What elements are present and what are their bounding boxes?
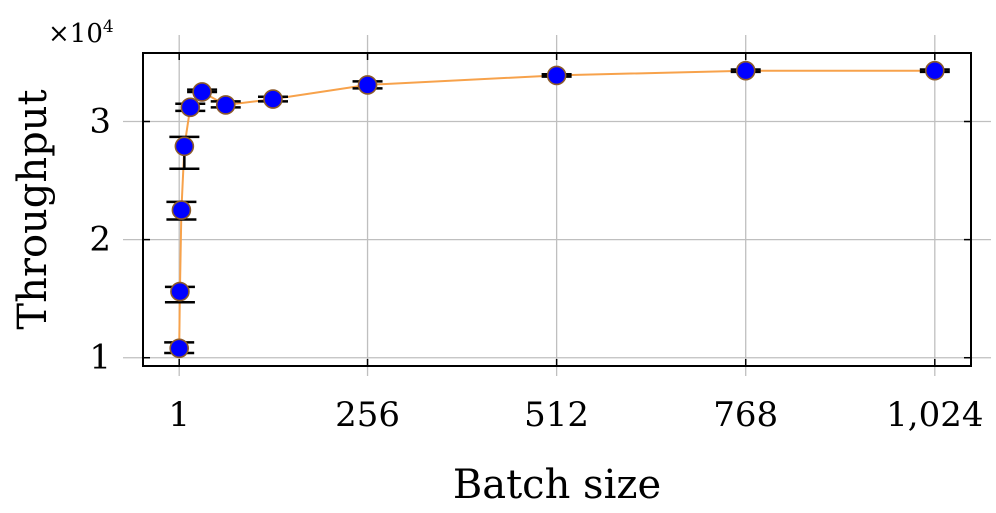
- x-axis-ticks: 1 256 512 768 1,024: [168, 53, 983, 435]
- y-axis-ticks: 1 2 3: [89, 102, 971, 378]
- data-point: [170, 281, 190, 302]
- series-line-group: [178, 69, 935, 349]
- y-axis-label: Throughput: [10, 89, 56, 329]
- x-tick-label: 768: [713, 395, 778, 435]
- data-point: [174, 136, 195, 157]
- data-point: [169, 338, 189, 359]
- grid-lines: [123, 35, 991, 376]
- y-scale-multiplier: ×104: [48, 17, 114, 49]
- data-point: [192, 82, 212, 102]
- x-tick-label: 1: [168, 395, 190, 435]
- data-point: [171, 200, 192, 220]
- data-point: [546, 65, 567, 86]
- y-tick-label: 3: [89, 102, 111, 142]
- x-tick-label: 512: [524, 395, 589, 435]
- data-point: [735, 60, 756, 81]
- data-point: [263, 89, 283, 109]
- y-scale-base: ×10: [48, 19, 103, 49]
- data-point: [215, 95, 236, 115]
- data-point: [925, 60, 945, 81]
- x-tick-label: 1,024: [886, 395, 983, 435]
- series-line: [178, 69, 935, 349]
- x-axis-label: Batch size: [453, 462, 661, 508]
- data-point: [357, 75, 378, 95]
- data-points: [169, 60, 945, 359]
- y-scale-exponent: 4: [103, 17, 114, 37]
- y-tick-label: 1: [89, 338, 111, 378]
- data-point: [180, 97, 201, 118]
- x-tick-label: 256: [335, 395, 400, 435]
- y-tick-label: 2: [89, 220, 111, 260]
